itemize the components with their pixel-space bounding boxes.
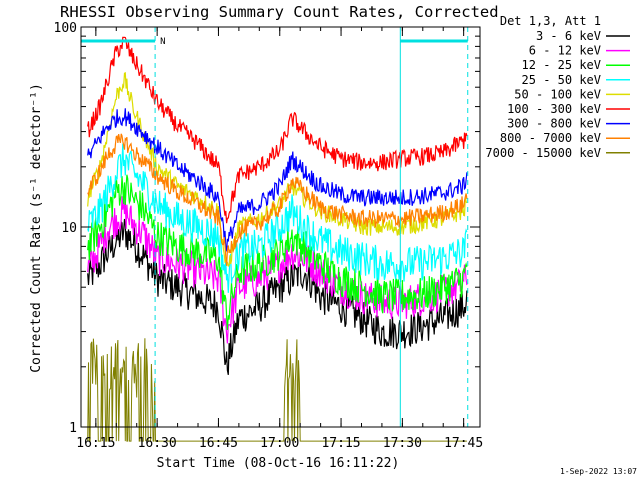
x-tick-label-2: 16:45 bbox=[199, 436, 238, 451]
y-axis-label: Corrected Count Rate (s⁻¹ detector⁻¹) bbox=[29, 83, 44, 373]
plot-area: N bbox=[81, 27, 469, 442]
chart-title: RHESSI Observing Summary Count Rates, Co… bbox=[60, 3, 499, 21]
series-line-0 bbox=[87, 218, 468, 376]
legend-label-8: 7000 - 15000 keV bbox=[485, 146, 601, 160]
x-axis-label: Start Time (08-Oct-16 16:11:22) bbox=[157, 456, 400, 471]
legend-header: Det 1,3, Att 1 bbox=[500, 14, 601, 28]
x-tick-label-0: 16:15 bbox=[76, 436, 115, 451]
legend-label-2: 12 - 25 keV bbox=[522, 58, 601, 72]
tick-group: 16:15 16:30 16:45 17:00 17:15 17:30 17:45 1 10 10… bbox=[54, 21, 484, 451]
series-line-8 bbox=[87, 338, 467, 442]
series-line-6 bbox=[87, 108, 468, 253]
legend-label-5: 100 - 300 keV bbox=[507, 102, 601, 116]
legend-label-6: 300 - 800 keV bbox=[507, 117, 601, 131]
segment-flag: N bbox=[160, 37, 165, 47]
timestamp-label: 1-Sep-2022 13:07 bbox=[560, 467, 637, 476]
x-tick-label-4: 17:15 bbox=[321, 436, 360, 451]
legend-label-4: 50 - 100 keV bbox=[514, 87, 601, 101]
x-tick-label-6: 17:45 bbox=[444, 436, 483, 451]
legend-label-0: 3 - 6 keV bbox=[536, 29, 601, 43]
x-tick-label-5: 17:30 bbox=[383, 436, 422, 451]
x-tick-label-3: 17:00 bbox=[260, 436, 299, 451]
legend-label-1: 6 - 12 keV bbox=[529, 44, 601, 58]
x-tick-label-1: 16:30 bbox=[138, 436, 177, 451]
series-line-7 bbox=[87, 133, 468, 266]
y-tick-label-1: 10 bbox=[61, 221, 77, 236]
series-line-5 bbox=[87, 36, 468, 224]
series-line-4 bbox=[87, 71, 468, 268]
series-line-2 bbox=[87, 174, 468, 331]
legend-label-3: 25 - 50 keV bbox=[522, 73, 601, 87]
y-tick-label-0: 1 bbox=[69, 421, 77, 436]
y-tick-label-2: 100 bbox=[54, 21, 77, 36]
legend-label-7: 800 - 7000 keV bbox=[500, 131, 601, 145]
